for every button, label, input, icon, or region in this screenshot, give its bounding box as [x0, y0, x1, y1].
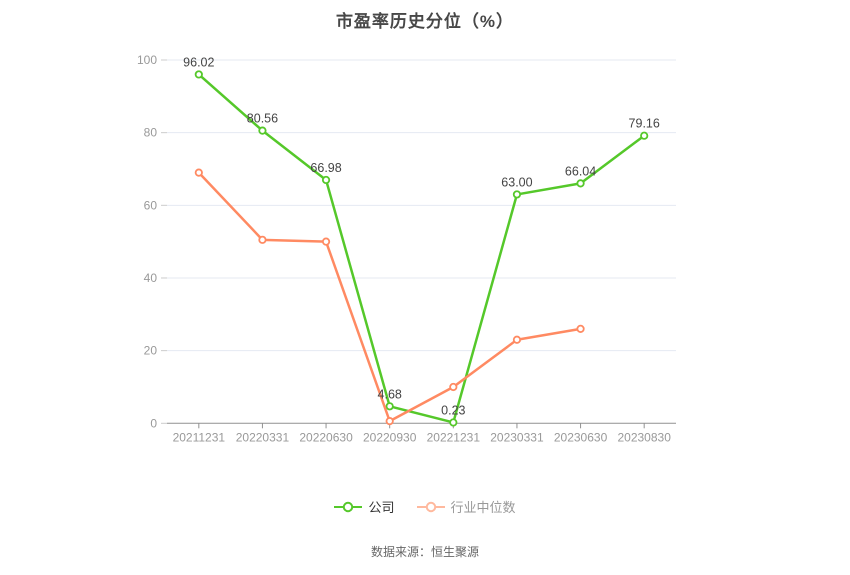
company-series-line	[197, 73, 646, 424]
data-point-label: 0.23	[441, 403, 465, 417]
company-data-point	[321, 175, 331, 185]
legend-label-company: 公司	[368, 500, 395, 515]
industry-median-data-point	[321, 237, 331, 246]
x-tick-label: 20230331	[490, 430, 544, 444]
industry-median-data-point	[512, 335, 522, 344]
data-point-label: 63.00	[501, 175, 532, 189]
legend: 公司 行业中位数	[0, 497, 850, 516]
company-data-point	[258, 126, 267, 135]
industry-median-series-line	[197, 171, 582, 423]
y-tick-label: 20	[144, 344, 158, 358]
company-data-point	[449, 418, 458, 427]
x-tick-label: 20211231	[173, 430, 226, 444]
industry-median-data-point	[385, 417, 394, 426]
industry-median-data-point	[258, 235, 267, 244]
industry-median-line-marker-icon	[416, 501, 445, 512]
company-data-point	[512, 190, 522, 199]
y-tick-label: 80	[144, 126, 158, 140]
company-line-marker-icon	[334, 501, 363, 512]
legend-label-industry-median: 行业中位数	[450, 500, 516, 515]
x-tick-label: 20221231	[427, 430, 481, 444]
data-point-label: 66.04	[565, 164, 596, 178]
y-tick-label: 40	[144, 271, 158, 285]
x-tick-label: 20230830	[617, 430, 671, 444]
company-data-point	[576, 179, 585, 188]
data-point-label: 96.02	[183, 55, 214, 69]
x-tick-label: 20220630	[299, 430, 353, 444]
company-data-point	[194, 70, 203, 79]
y-tick-label: 60	[144, 198, 158, 212]
x-tick-label: 20230630	[554, 430, 608, 444]
legend-item-company[interactable]: 公司	[334, 497, 395, 516]
data-point-label: 80.56	[247, 112, 278, 126]
data-source-text: 数据来源：恒生聚源	[370, 545, 479, 559]
company-data-point	[640, 131, 649, 140]
x-tick-label: 20220331	[236, 430, 290, 444]
company-data-point	[385, 402, 394, 411]
chart-title: 市盈率历史分位（%）	[335, 12, 515, 31]
industry-median-data-point	[194, 168, 203, 177]
y-tick-label: 0	[150, 416, 157, 430]
x-tick-label: 20220930	[363, 430, 417, 444]
industry-median-data-point	[576, 324, 585, 333]
data-point-label: 4.68	[378, 387, 402, 401]
y-tick-label: 100	[137, 53, 157, 67]
data-point-label: 66.98	[310, 161, 341, 175]
data-point-label: 79.16	[629, 117, 660, 131]
industry-median-data-point	[449, 382, 458, 392]
legend-item-industry-median[interactable]: 行业中位数	[416, 497, 516, 516]
